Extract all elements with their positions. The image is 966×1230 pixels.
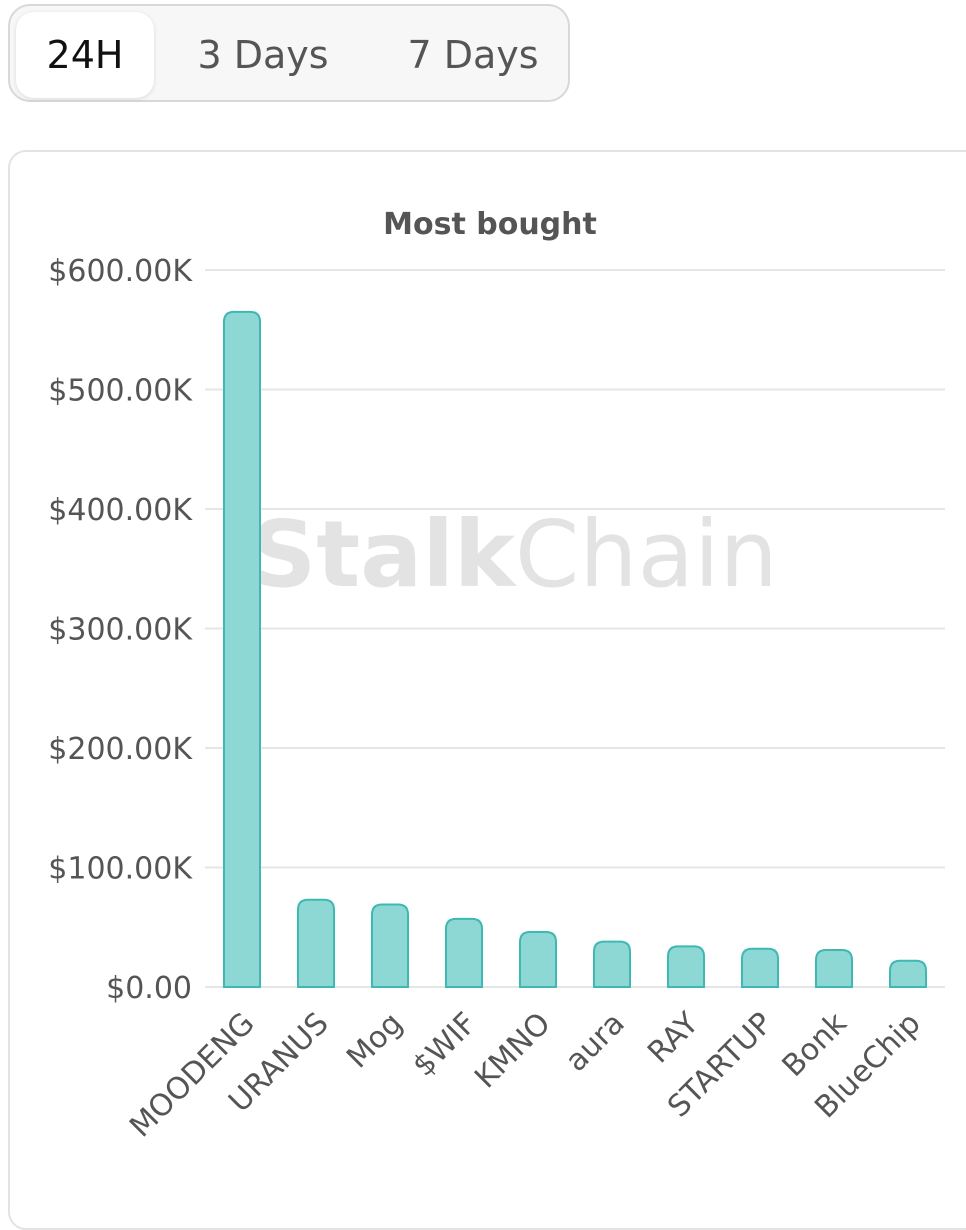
watermark-light: Chain — [515, 501, 778, 608]
watermark: StalkChain — [250, 501, 778, 608]
bar-uranus[interactable] — [297, 898, 335, 988]
chart-card: StalkChain Most bought $0.00 $100.00K $200… — [8, 150, 966, 1230]
bar-moodeng[interactable] — [223, 310, 261, 988]
bar-bonk[interactable] — [815, 948, 853, 988]
y-tick-label: $200.00K — [48, 732, 193, 767]
y-tick-label: $400.00K — [48, 493, 193, 528]
y-tick-label: $500.00K — [48, 374, 193, 409]
bar-wif[interactable] — [445, 917, 483, 988]
bar-mog[interactable] — [371, 903, 409, 988]
bar-aura[interactable] — [593, 940, 631, 988]
x-tick-label: aura — [559, 1006, 632, 1079]
x-tick-label: Mog — [340, 1006, 409, 1075]
x-tick-label: KMNO — [468, 1006, 558, 1096]
bar-kmno[interactable] — [519, 931, 557, 988]
y-tick-label: $100.00K — [48, 852, 193, 887]
watermark-bold: Stalk — [250, 501, 517, 608]
y-tick-label: $0.00 — [106, 971, 192, 1006]
tab-7-days[interactable]: 7 Days — [407, 33, 539, 77]
bar-bluechip[interactable] — [889, 959, 927, 988]
most-bought-chart: StalkChain Most bought $0.00 $100.00K $200… — [48, 207, 945, 1144]
tab-3-days[interactable]: 3 Days — [197, 33, 329, 77]
tab-24h[interactable]: 24H — [16, 12, 154, 98]
y-tick-label: $300.00K — [48, 613, 193, 648]
time-range-tabs: 24H 3 Days 7 Days — [8, 4, 570, 102]
chart-title: Most bought — [383, 207, 597, 242]
bar-ray[interactable] — [667, 945, 705, 988]
y-tick-label: $600.00K — [48, 254, 193, 289]
bar-startup[interactable] — [741, 947, 779, 988]
x-tick-label: RAY — [641, 1005, 706, 1070]
